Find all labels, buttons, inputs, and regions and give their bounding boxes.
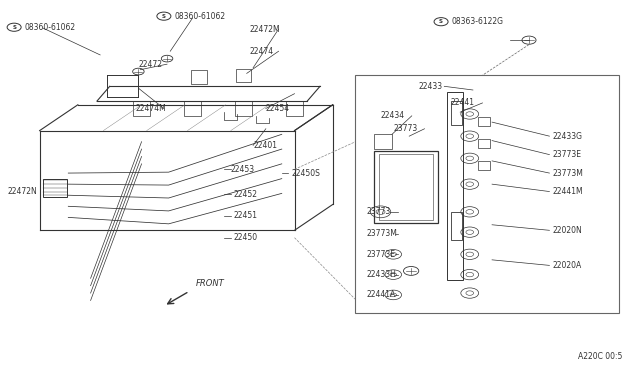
Text: 22020N: 22020N xyxy=(552,226,582,235)
Text: 22433: 22433 xyxy=(419,82,443,91)
Bar xyxy=(191,70,207,84)
Bar xyxy=(236,68,251,82)
Text: S: S xyxy=(162,14,166,19)
Bar xyxy=(286,101,303,116)
Bar xyxy=(374,151,438,223)
Text: 22472M: 22472M xyxy=(250,25,280,33)
Bar xyxy=(478,161,490,170)
Text: 22453: 22453 xyxy=(231,165,255,174)
Bar xyxy=(478,117,490,126)
Text: S: S xyxy=(439,19,443,24)
Bar xyxy=(236,101,252,116)
Text: 22020A: 22020A xyxy=(552,261,582,270)
Text: 23773M: 23773M xyxy=(552,169,584,177)
Bar xyxy=(133,101,150,116)
Text: 08363-6122G: 08363-6122G xyxy=(451,17,503,26)
Text: 23773M: 23773M xyxy=(367,230,397,238)
Bar xyxy=(43,179,67,197)
Text: 22401: 22401 xyxy=(253,141,277,150)
Text: A220C 00:5: A220C 00:5 xyxy=(579,352,623,361)
Text: FRONT: FRONT xyxy=(196,279,225,288)
Text: 08360-61062: 08360-61062 xyxy=(174,12,225,21)
Text: 23773: 23773 xyxy=(394,124,417,133)
Bar xyxy=(447,92,463,280)
Text: 22472N: 22472N xyxy=(8,187,38,196)
Text: 23773E: 23773E xyxy=(367,250,396,259)
Text: 08360-61062: 08360-61062 xyxy=(24,23,76,32)
Text: 22472: 22472 xyxy=(138,60,163,69)
Bar xyxy=(478,139,490,148)
Text: 22451: 22451 xyxy=(234,211,258,220)
Text: 22474: 22474 xyxy=(250,47,274,56)
Bar xyxy=(380,154,433,220)
Text: 23773E: 23773E xyxy=(552,150,582,159)
Text: S: S xyxy=(12,25,16,30)
Text: 22433G: 22433G xyxy=(552,132,582,141)
Text: 22433H: 22433H xyxy=(367,270,396,279)
Bar xyxy=(451,101,462,125)
Text: 22450S: 22450S xyxy=(291,169,320,177)
Text: 22450: 22450 xyxy=(234,233,258,242)
Text: 23773: 23773 xyxy=(367,207,391,217)
Bar xyxy=(184,101,201,116)
Text: 22454: 22454 xyxy=(266,104,290,113)
Text: 22434: 22434 xyxy=(381,111,404,121)
Bar xyxy=(451,212,462,240)
Text: 22441: 22441 xyxy=(451,99,475,108)
Text: 22441A: 22441A xyxy=(367,291,396,299)
Text: 22441M: 22441M xyxy=(552,187,583,196)
Text: 22474M: 22474M xyxy=(135,104,166,113)
Text: 22452: 22452 xyxy=(234,190,258,199)
Bar xyxy=(355,75,620,313)
Bar xyxy=(374,134,392,149)
